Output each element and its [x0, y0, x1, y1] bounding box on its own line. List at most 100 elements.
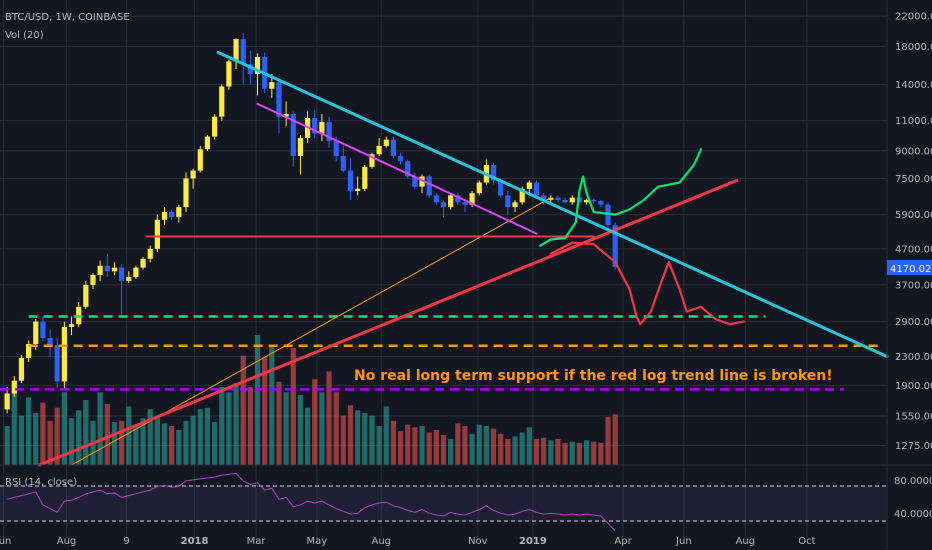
candle: [26, 340, 32, 362]
candle-body: [591, 199, 597, 202]
volume-bar: [204, 407, 211, 465]
candle-body: [290, 113, 296, 157]
candle-body: [97, 265, 103, 276]
candle-body: [533, 182, 540, 196]
y-tick-label: 1900.00: [895, 381, 932, 392]
volume-bar: [355, 410, 361, 465]
volume-bar: [183, 420, 189, 465]
x-tick-label: Mar: [247, 536, 267, 547]
candle: [562, 197, 568, 204]
candle: [476, 180, 482, 196]
candle: [18, 354, 25, 383]
candle: [397, 152, 404, 165]
candle-body: [490, 164, 497, 181]
volume-bar: [54, 407, 60, 465]
candle-body: [412, 176, 418, 187]
volume-bar: [240, 355, 246, 465]
candle-body: [405, 161, 411, 177]
volume-bar: [605, 416, 611, 465]
green-scenario-curve: [538, 148, 703, 247]
candle-body: [505, 195, 511, 208]
candle: [362, 164, 368, 191]
candle: [169, 209, 175, 220]
volume-bar: [104, 403, 110, 465]
volume-bar: [262, 357, 268, 465]
candle-body: [347, 170, 354, 191]
candle-body: [333, 141, 339, 157]
candle-body: [4, 393, 10, 410]
candle: [40, 316, 46, 341]
volume-bar: [247, 387, 253, 465]
price-axis[interactable]: 22000.00 18000.00 14000.00 11000.00 9000.00 7…: [895, 12, 932, 452]
y-tick-label: 9000.00: [895, 146, 932, 157]
volume-bar: [476, 424, 482, 465]
volume-bar: [119, 420, 125, 465]
candle: [555, 195, 561, 203]
candle: [233, 38, 239, 70]
rsi-band: [0, 486, 887, 521]
candle: [533, 180, 540, 198]
candle: [376, 138, 382, 157]
volume-bar: [83, 400, 89, 465]
x-tick-label: Oct: [798, 536, 815, 547]
volume-bar: [498, 433, 504, 465]
candle-body: [276, 82, 282, 117]
candle-body: [90, 275, 96, 285]
candle: [312, 110, 318, 139]
candle-body: [448, 195, 454, 208]
candle-body: [11, 380, 17, 394]
volume-bar: [4, 426, 10, 465]
x-tick-label: Aug: [736, 536, 756, 547]
candle: [383, 136, 389, 148]
volume-bar: [97, 392, 103, 465]
magenta-trend-line: [256, 102, 538, 235]
candle-body: [605, 204, 611, 226]
candle-body: [469, 193, 475, 205]
candle: [254, 53, 261, 96]
volume-bar: [290, 348, 296, 465]
candle-body: [455, 195, 461, 203]
volume-label: Vol (20): [5, 30, 44, 41]
cyan-downtrend-line: [216, 50, 889, 359]
volume-bar: [433, 429, 439, 465]
volume-bar: [598, 442, 604, 465]
volume-bar: [347, 405, 354, 465]
candle: [133, 265, 139, 279]
candle-body: [211, 116, 218, 137]
candle-body: [269, 82, 275, 89]
candle-body: [119, 267, 125, 281]
candle: [390, 136, 397, 158]
candle: [490, 163, 497, 185]
x-tick-label: Aug: [372, 536, 392, 547]
candle-body: [247, 64, 253, 74]
red-scenario-curve: [549, 241, 746, 326]
candle-body: [440, 202, 447, 208]
candle: [283, 101, 289, 127]
candle: [183, 172, 189, 213]
volume-bar: [426, 432, 432, 465]
candle-body: [312, 117, 318, 134]
candle-body: [297, 138, 304, 157]
volume-bar: [269, 345, 275, 465]
volume-bar: [512, 436, 518, 465]
rsi-lower-label: 40.0000: [894, 509, 932, 520]
candle-body: [362, 166, 368, 189]
candle-body: [548, 197, 554, 200]
candle-body: [133, 267, 139, 277]
candle-body: [426, 176, 432, 196]
y-tick-label: 14000.00: [895, 80, 932, 91]
red-log-trend-line: [37, 178, 739, 467]
candle-body: [219, 86, 225, 117]
time-axis[interactable]: Jun Aug 9 2018 Mar May Aug Nov 2019 Apr Jun Aug Oct: [0, 536, 816, 547]
candle: [54, 338, 60, 388]
volume-bar: [76, 410, 82, 465]
candle-body: [233, 39, 239, 62]
volume-bar: [40, 402, 46, 465]
candle: [369, 152, 375, 169]
volume-bar: [47, 420, 53, 465]
candle: [433, 193, 439, 205]
candle-body: [33, 321, 39, 344]
volume-bar: [412, 427, 418, 465]
